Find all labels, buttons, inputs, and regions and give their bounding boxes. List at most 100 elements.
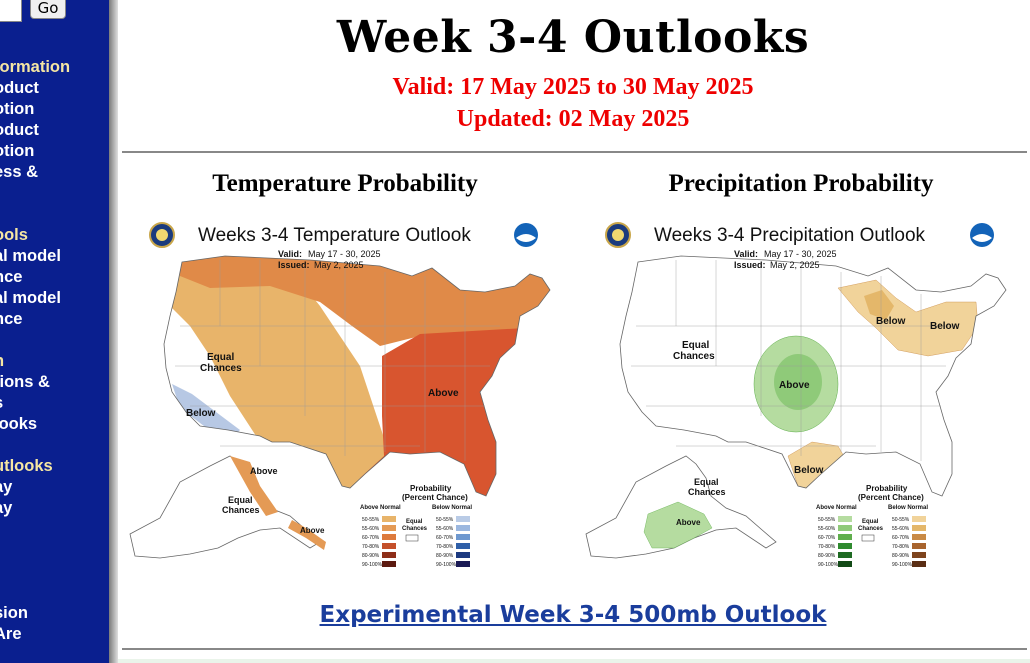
alaska-above-region bbox=[643, 501, 713, 549]
sidebar-nav-section-1: formation oduct otion oduct otion ess & … bbox=[0, 57, 70, 204]
legend-below-range: 70-80% bbox=[436, 544, 454, 550]
legend-below-range: 60-70% bbox=[436, 535, 454, 541]
legend-above-range: 50-55% bbox=[818, 517, 836, 523]
legend-above-range: 60-70% bbox=[362, 535, 380, 541]
legend-above-range: 55-60% bbox=[818, 526, 836, 532]
legend-below-head: Below Normal bbox=[888, 505, 928, 511]
sidebar-link[interactable]: nce bbox=[0, 268, 23, 286]
legend-below-range: 80-90% bbox=[436, 553, 454, 559]
precip-below-mid bbox=[864, 290, 894, 320]
temp-issued-label: Issued: bbox=[278, 260, 310, 270]
temperature-outlook-map[interactable]: Weeks 3-4 Temperature Outlook Valid: May… bbox=[120, 216, 560, 572]
alaska-above-region bbox=[230, 456, 278, 516]
sidebar-link[interactable]: otion bbox=[0, 100, 35, 118]
sidebar-link[interactable]: ay bbox=[0, 499, 13, 517]
legend-above-swatch bbox=[838, 552, 852, 558]
conus-outline bbox=[163, 255, 551, 497]
legend-above-swatch bbox=[838, 543, 852, 549]
sidebar-link[interactable]: sion bbox=[0, 604, 28, 622]
sidebar-link[interactable]: ay bbox=[0, 478, 13, 496]
legend-above-range: 80-90% bbox=[362, 553, 380, 559]
sidebar-link[interactable]: ess & bbox=[0, 163, 39, 181]
legend-above-swatch bbox=[838, 525, 852, 531]
temp-map-title: Weeks 3-4 Temperature Outlook bbox=[198, 225, 471, 246]
precip-label-equal: Equal bbox=[682, 340, 709, 351]
sidebar-heading: formation bbox=[0, 58, 71, 76]
sidebar-link[interactable]: Are bbox=[0, 625, 22, 643]
legend-below-head: Below Normal bbox=[432, 505, 472, 511]
legend-below-swatch bbox=[912, 552, 926, 558]
page-title: Week 3-4 Outlooks bbox=[336, 12, 810, 63]
sidebar-nav-section-2: ools al model nce al model nce bbox=[0, 225, 61, 330]
legend-above-swatch bbox=[382, 543, 396, 549]
valid-dates: Valid: 17 May 2025 to 30 May 2025 bbox=[392, 74, 754, 100]
state-lines bbox=[175, 260, 500, 461]
temp-alaska-equal: Equal bbox=[228, 495, 253, 505]
legend-below-swatch bbox=[912, 561, 926, 567]
legend-below-swatch bbox=[456, 534, 470, 540]
legend-above-range: 90-100% bbox=[818, 562, 839, 568]
legend-below-swatch bbox=[456, 525, 470, 531]
sidebar-link[interactable]: nce bbox=[0, 310, 23, 328]
legend-equal: Equal bbox=[406, 519, 423, 525]
legend-below-swatch bbox=[912, 525, 926, 531]
legend-chances: Chances bbox=[402, 526, 428, 532]
precipitation-outlook-map[interactable]: Weeks 3-4 Precipitation Outlook Valid: M… bbox=[576, 216, 1016, 572]
legend-below-swatch bbox=[456, 552, 470, 558]
precip-map-title: Weeks 3-4 Precipitation Outlook bbox=[654, 225, 926, 246]
sidebar-link[interactable]: al model bbox=[0, 247, 61, 265]
sidebar-link[interactable]: otion bbox=[0, 142, 35, 160]
precipitation-panel-title: Precipitation Probability bbox=[668, 170, 934, 197]
legend-below-swatch bbox=[456, 543, 470, 549]
legend-above-head: Above Normal bbox=[360, 505, 401, 511]
precip-label-chances: Chances bbox=[673, 351, 715, 362]
search-input[interactable] bbox=[0, 0, 22, 22]
legend-below-swatch bbox=[912, 534, 926, 540]
legend-above-swatch bbox=[838, 534, 852, 540]
temperature-panel-title: Temperature Probability bbox=[212, 170, 478, 197]
sidebar-link[interactable]: al model bbox=[0, 289, 61, 307]
legend-above-swatch bbox=[382, 561, 396, 567]
temp-label-equal: Equal bbox=[207, 352, 234, 363]
precip-issued-value: May 2, 2025 bbox=[770, 260, 820, 270]
legend-equal: Equal bbox=[862, 519, 879, 525]
temp-issued-value: May 2, 2025 bbox=[314, 260, 364, 270]
legend-above-range: 90-100% bbox=[362, 562, 383, 568]
sidebar-link[interactable]: oduct bbox=[0, 79, 39, 97]
legend-above-swatch bbox=[838, 516, 852, 522]
temp-alaska-chances: Chances bbox=[222, 505, 260, 515]
precip-valid-value: May 17 - 30, 2025 bbox=[764, 249, 837, 259]
experimental-500mb-outlook-link[interactable]: Experimental Week 3-4 500mb Outlook bbox=[319, 602, 827, 628]
legend-subtitle: (Percent Chance) bbox=[858, 493, 924, 502]
temp-label-above: Above bbox=[428, 388, 459, 399]
sidebar-link[interactable]: oduct bbox=[0, 121, 39, 139]
legend-below-range: 55-60% bbox=[436, 526, 454, 532]
precip-above-core bbox=[774, 354, 822, 410]
updated-date: Updated: 02 May 2025 bbox=[456, 106, 690, 132]
legend-below-range: 55-60% bbox=[892, 526, 910, 532]
go-button[interactable]: Go bbox=[30, 0, 66, 19]
precip-valid-label: Valid: bbox=[734, 249, 758, 259]
sidebar-link[interactable]: t bbox=[0, 183, 70, 204]
precip-alaska-equal: Equal bbox=[694, 477, 719, 487]
legend-below-range: 60-70% bbox=[892, 535, 910, 541]
temp-label-below: Below bbox=[186, 408, 216, 419]
sidebar-heading: ools bbox=[0, 226, 28, 244]
legend-above-swatch bbox=[382, 552, 396, 558]
temp-valid-label: Valid: bbox=[278, 249, 302, 259]
temperature-map-svg: Weeks 3-4 Temperature Outlook Valid: May… bbox=[129, 222, 551, 568]
legend-title: Probability bbox=[410, 484, 452, 493]
sidebar-nav-section-4: utlooks ay ay bbox=[0, 456, 53, 519]
sidebar-link[interactable]: looks bbox=[0, 415, 38, 433]
temp-strong-region bbox=[360, 326, 550, 496]
divider bbox=[122, 151, 1027, 153]
sidebar-nav-section-5: sion Are bbox=[0, 603, 28, 645]
left-sidebar: Go formation oduct otion oduct otion ess… bbox=[0, 0, 109, 663]
legend-subtitle: (Percent Chance) bbox=[402, 493, 468, 502]
legend-below-swatch bbox=[912, 516, 926, 522]
sidebar-link[interactable]: s bbox=[0, 393, 50, 414]
legend-chances: Chances bbox=[858, 526, 884, 532]
precip-map-svg: Weeks 3-4 Precipitation Outlook Valid: M… bbox=[585, 222, 1007, 568]
